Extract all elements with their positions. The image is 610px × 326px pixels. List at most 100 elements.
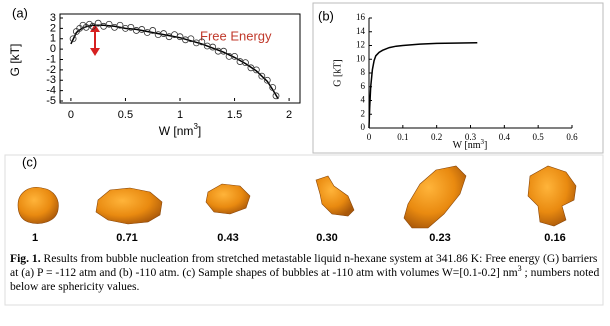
x-tick-label: 0 <box>367 132 372 142</box>
bubble <box>403 165 467 229</box>
x-axis-label-end: ] <box>484 140 487 151</box>
x-tick-label: 0.2 <box>431 132 442 142</box>
y-tick-label: 0 <box>50 43 56 55</box>
point <box>198 38 206 46</box>
x-tick-label: 0.6 <box>566 132 578 142</box>
caption-text: Results from bubble nucleation from stre… <box>10 252 598 279</box>
point <box>242 59 249 67</box>
x-tick-label: 1.5 <box>227 109 242 121</box>
point <box>79 21 87 29</box>
point <box>182 36 189 44</box>
x-tick-label: 0.4 <box>499 132 511 142</box>
point <box>154 31 162 38</box>
point <box>252 66 260 74</box>
y-axis-label: G [kT] <box>8 44 22 77</box>
point <box>176 33 184 41</box>
y-tick-label: 16 <box>356 12 366 22</box>
y-tick-label: 3 <box>50 12 56 24</box>
panel-label: (a) <box>12 5 28 20</box>
y-tick-label: -1 <box>46 53 56 65</box>
x-axis-label-sup: 3 <box>193 122 198 131</box>
point <box>236 58 244 65</box>
point <box>269 84 277 91</box>
panel-b-border <box>312 2 604 154</box>
x-axis-label: W [nm3] <box>159 122 201 138</box>
point <box>203 42 211 50</box>
x-tick-label: 1 <box>177 109 183 121</box>
y-tick-label: 4 <box>361 95 366 105</box>
point <box>160 30 168 37</box>
bubble-shapes <box>17 165 577 229</box>
y-tick-label: 1 <box>50 33 56 45</box>
caption-label: Fig. 1. <box>10 252 41 265</box>
point <box>89 22 97 30</box>
x-tick-label: 0.5 <box>118 109 133 121</box>
sphericity-label: 0.43 <box>217 232 238 244</box>
x-tick-label: 2 <box>286 109 292 121</box>
point <box>138 26 146 33</box>
point <box>105 20 113 28</box>
y-tick-label: 2 <box>361 108 366 118</box>
point <box>192 39 200 47</box>
y-tick-label: 14 <box>356 26 366 36</box>
bubble <box>527 165 577 227</box>
point <box>272 92 280 100</box>
bubble <box>17 187 59 224</box>
y-tick-label: 12 <box>356 40 365 50</box>
point <box>116 21 124 29</box>
sphericity-label: 1 <box>32 232 38 244</box>
x-tick-label: 0.3 <box>465 132 477 142</box>
x-axis-label-text: W [nm <box>453 140 481 151</box>
point <box>86 20 93 28</box>
bubble <box>205 183 251 215</box>
x-axis-label-end: ] <box>198 124 201 138</box>
point <box>263 76 271 84</box>
y-tick-label: -3 <box>46 74 56 86</box>
panel-label: (b) <box>318 8 334 23</box>
y-axis-label: G [kT] <box>332 59 343 87</box>
y-tick-label: 8 <box>361 67 366 77</box>
point <box>258 72 266 80</box>
sphericity-label: 0.23 <box>429 232 450 244</box>
point <box>127 23 135 31</box>
caption-text-end: ; numbers noted below are sphericity val… <box>10 266 600 293</box>
plot-frame <box>59 13 301 104</box>
x-tick-label: 0 <box>68 109 74 121</box>
annotation: Free Energy <box>200 28 272 43</box>
y-tick-label: 6 <box>361 81 366 91</box>
x-axis-label-sup: 3 <box>481 138 485 146</box>
line <box>368 42 478 129</box>
line <box>70 24 279 100</box>
y-tick-label: -4 <box>46 85 56 97</box>
point <box>149 27 157 34</box>
bubble <box>315 175 355 217</box>
point <box>225 52 233 60</box>
point <box>122 24 129 32</box>
sphericity-labels: 1 0.71 0.43 0.30 0.23 0.16 <box>32 232 566 244</box>
y-tick-label: -2 <box>46 64 56 76</box>
panel-label: (c) <box>22 154 37 169</box>
sphericity-label: 0.30 <box>316 232 337 244</box>
panel-c-border <box>4 154 604 306</box>
point <box>209 43 217 51</box>
point <box>214 47 222 55</box>
y-tick-label: 10 <box>356 53 366 63</box>
point <box>69 35 77 43</box>
sphericity-label: 0.16 <box>544 232 565 244</box>
point <box>187 35 195 43</box>
point <box>132 27 140 34</box>
x-tick-label: 0.1 <box>397 132 408 142</box>
x-axis-label-text: W [nm <box>159 124 194 138</box>
point <box>94 19 102 27</box>
point <box>220 47 228 55</box>
y-tick-label: 2 <box>50 22 56 34</box>
bubble <box>95 187 163 225</box>
y-tick-label: -5 <box>46 95 56 107</box>
y-tick-label: 0 <box>361 122 366 132</box>
caption: Fig. 1. Results from bubble nucleation f… <box>10 252 600 294</box>
caption-sup: 3 <box>517 264 522 274</box>
sphericity-label: 0.71 <box>116 232 137 244</box>
